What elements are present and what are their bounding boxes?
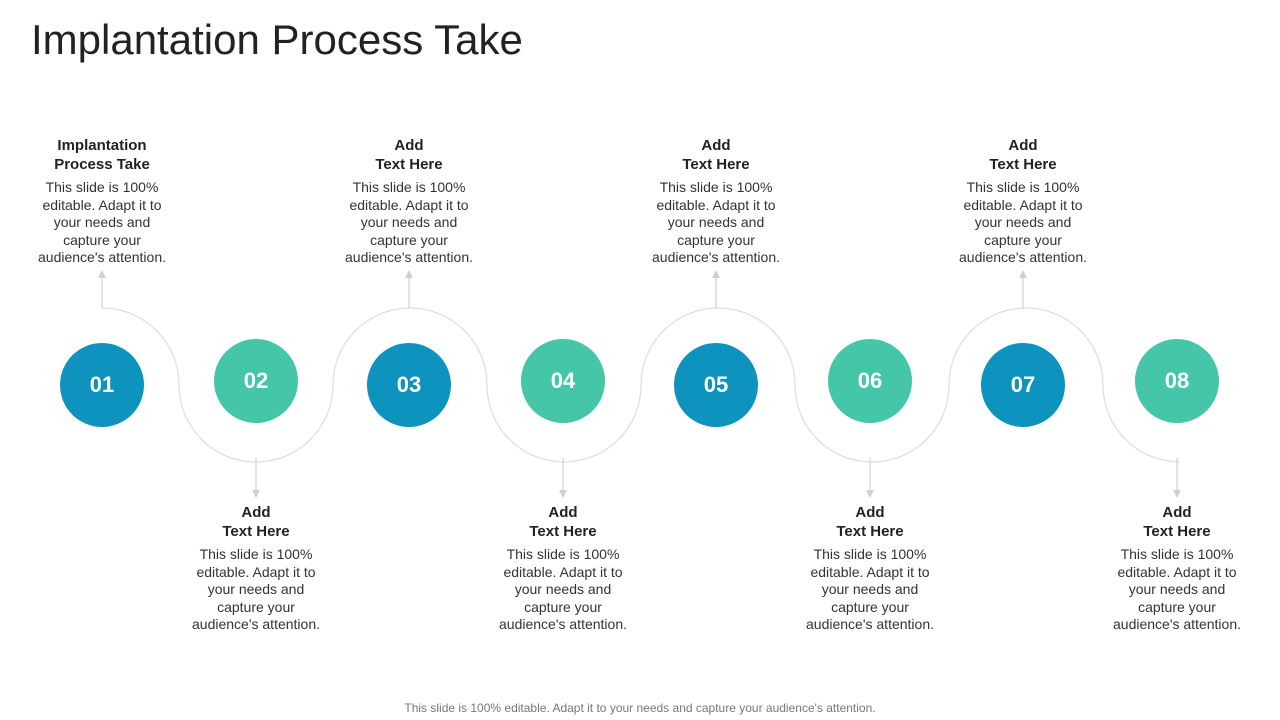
step-number: 05: [703, 372, 729, 397]
step-number: 08: [1164, 368, 1190, 393]
step-text-block-01: Implantation Process Take This slide is 1…: [27, 136, 177, 267]
step-description: This slide is 100% editable. Adapt it to…: [192, 546, 320, 632]
step-heading: Implantation Process Take: [54, 137, 150, 173]
step-text-block-07: Add Text Here This slide is 100% editable…: [948, 136, 1098, 267]
step-circle-08: 08: [1135, 339, 1219, 423]
step-heading: Add Text Here: [222, 504, 290, 540]
step-circle-02: 02: [214, 339, 298, 423]
step-text-block-04: Add Text Here This slide is 100% editable…: [488, 503, 638, 634]
step-description: This slide is 100% editable. Adapt it to…: [806, 546, 934, 632]
step-circle-04: 04: [521, 339, 605, 423]
step-number: 01: [89, 372, 115, 397]
step-description: This slide is 100% editable. Adapt it to…: [38, 179, 166, 265]
step-text-block-05: Add Text Here This slide is 100% editable…: [641, 136, 791, 267]
step-number: 04: [550, 368, 576, 393]
step-heading: Add Text Here: [989, 137, 1057, 173]
step-description: This slide is 100% editable. Adapt it to…: [959, 179, 1087, 265]
step-heading: Add Text Here: [836, 504, 904, 540]
wavy-path: [101, 307, 1181, 463]
step-description: This slide is 100% editable. Adapt it to…: [345, 179, 473, 265]
step-number: 07: [1010, 372, 1036, 397]
step-description: This slide is 100% editable. Adapt it to…: [1113, 546, 1241, 632]
step-heading: Add Text Here: [529, 504, 597, 540]
page-title: Implantation Process Take: [31, 16, 523, 63]
step-text-block-03: Add Text Here This slide is 100% editable…: [334, 136, 484, 267]
step-circle-03: 03: [367, 343, 451, 427]
step-text-block-06: Add Text Here This slide is 100% editable…: [795, 503, 945, 634]
step-circle-07: 07: [981, 343, 1065, 427]
footer-note: This slide is 100% editable. Adapt it to…: [404, 701, 876, 715]
step-text-block-08: Add Text Here This slide is 100% editable…: [1102, 503, 1252, 634]
step-number: 03: [396, 372, 422, 397]
step-heading: Add Text Here: [1143, 504, 1211, 540]
step-description: This slide is 100% editable. Adapt it to…: [652, 179, 780, 265]
step-circle-01: 01: [60, 343, 144, 427]
step-number: 06: [857, 368, 883, 393]
step-heading: Add Text Here: [682, 137, 750, 173]
step-heading: Add Text Here: [375, 137, 443, 173]
step-circle-06: 06: [828, 339, 912, 423]
step-description: This slide is 100% editable. Adapt it to…: [499, 546, 627, 632]
step-number: 02: [243, 368, 269, 393]
step-text-block-02: Add Text Here This slide is 100% editable…: [181, 503, 331, 634]
step-circle-05: 05: [674, 343, 758, 427]
